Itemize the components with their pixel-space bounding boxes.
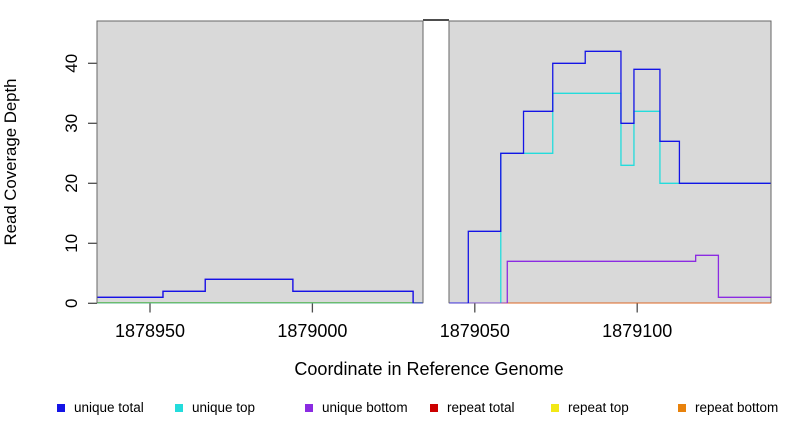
svg-text:repeat top: repeat top <box>568 400 629 415</box>
svg-text:1879050: 1879050 <box>440 321 510 341</box>
svg-text:repeat total: repeat total <box>447 400 515 415</box>
svg-text:Coordinate in Reference Genome: Coordinate in Reference Genome <box>294 359 563 379</box>
svg-text:20: 20 <box>62 174 81 193</box>
svg-text:Read Coverage Depth: Read Coverage Depth <box>1 79 20 246</box>
svg-text:10: 10 <box>62 234 81 253</box>
svg-text:unique top: unique top <box>192 400 255 415</box>
svg-text:unique total: unique total <box>74 400 144 415</box>
svg-text:1879100: 1879100 <box>602 321 672 341</box>
svg-text:30: 30 <box>62 114 81 133</box>
svg-text:1878950: 1878950 <box>115 321 185 341</box>
svg-text:0: 0 <box>62 299 81 308</box>
svg-text:1879000: 1879000 <box>277 321 347 341</box>
svg-text:unique bottom: unique bottom <box>322 400 408 415</box>
svg-text:40: 40 <box>62 54 81 73</box>
svg-text:repeat bottom: repeat bottom <box>695 400 778 415</box>
